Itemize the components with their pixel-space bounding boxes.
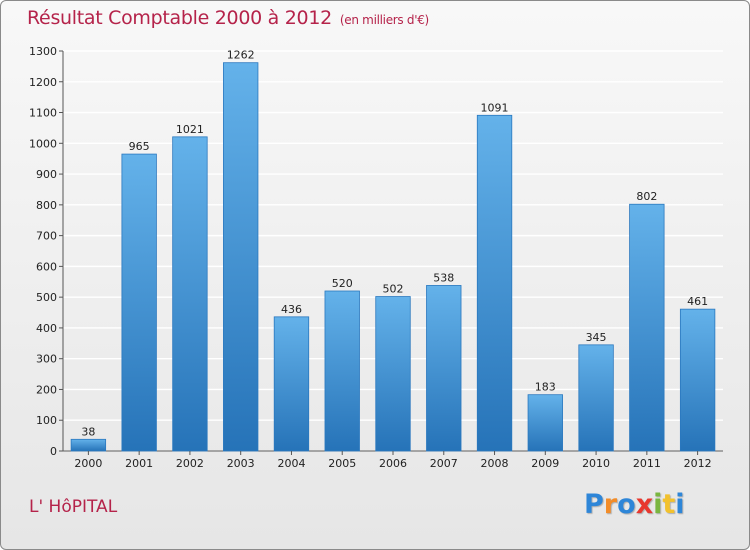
y-tick-label: 1300 (29, 45, 57, 58)
bar (426, 285, 462, 452)
bar (273, 316, 310, 452)
data-label: 538 (433, 271, 454, 284)
bar (70, 438, 107, 452)
y-tick-label: 1100 (29, 107, 57, 120)
data-label: 436 (281, 303, 302, 316)
x-tick-label: 2007 (430, 457, 458, 470)
bar (578, 344, 614, 452)
y-tick-label: 600 (36, 260, 57, 273)
logo-letter: x (635, 489, 654, 520)
place-name: L' HôPITAL (29, 497, 118, 517)
bar (476, 114, 513, 452)
data-label: 345 (586, 331, 607, 344)
y-tick-label: 0 (50, 445, 57, 458)
x-tick-label: 2003 (227, 457, 255, 470)
y-tick-label: 800 (36, 199, 57, 212)
y-tick-label: 400 (36, 322, 57, 335)
x-tick-label: 2012 (684, 457, 712, 470)
data-label: 461 (687, 295, 708, 308)
x-tick-label: 2006 (379, 457, 407, 470)
bar (679, 308, 716, 452)
data-label: 502 (383, 283, 404, 296)
data-label: 802 (636, 190, 657, 203)
x-tick-label: 2011 (633, 457, 661, 470)
y-tick-label: 900 (36, 168, 57, 181)
data-label: 38 (81, 425, 95, 438)
x-tick-label: 2008 (481, 457, 509, 470)
bar (223, 62, 259, 452)
logo-letter: i (653, 489, 663, 520)
x-tick-label: 2009 (531, 457, 559, 470)
logo-letter: o (617, 489, 636, 520)
bar (121, 153, 157, 452)
logo-letter: P (584, 489, 604, 520)
x-tick-label: 2001 (125, 457, 153, 470)
chart-title-text: Résultat Comptable 2000 à 2012 (27, 7, 332, 29)
bar (527, 394, 563, 452)
y-tick-label: 1200 (29, 76, 57, 89)
y-tick-label: 100 (36, 414, 57, 427)
y-tick-label: 1000 (29, 137, 57, 150)
bar (629, 203, 665, 452)
logo-letter: t (662, 489, 676, 520)
bar (172, 136, 208, 452)
bar (324, 290, 360, 452)
proxiti-logo: Proxiti (584, 489, 685, 520)
chart-subtitle: (en milliers d'€) (339, 13, 429, 27)
chart-title: Résultat Comptable 2000 à 2012 (en millie… (27, 7, 429, 29)
x-tick-label: 2004 (277, 457, 305, 470)
data-label: 520 (332, 277, 353, 290)
logo-letter: r (603, 489, 618, 520)
x-tick-label: 2000 (74, 457, 102, 470)
data-label: 1091 (481, 101, 509, 114)
bar (375, 296, 411, 452)
x-tick-label: 2010 (582, 457, 610, 470)
y-tick-label: 700 (36, 230, 57, 243)
y-tick-label: 200 (36, 383, 57, 396)
data-label: 183 (535, 381, 556, 394)
x-tick-label: 2002 (176, 457, 204, 470)
logo-letter: i (675, 489, 685, 520)
data-label: 1021 (176, 123, 204, 136)
x-tick-label: 2005 (328, 457, 356, 470)
data-label: 965 (129, 140, 150, 153)
data-label: 1262 (227, 49, 255, 62)
y-tick-label: 500 (36, 291, 57, 304)
y-tick-label: 300 (36, 353, 57, 366)
